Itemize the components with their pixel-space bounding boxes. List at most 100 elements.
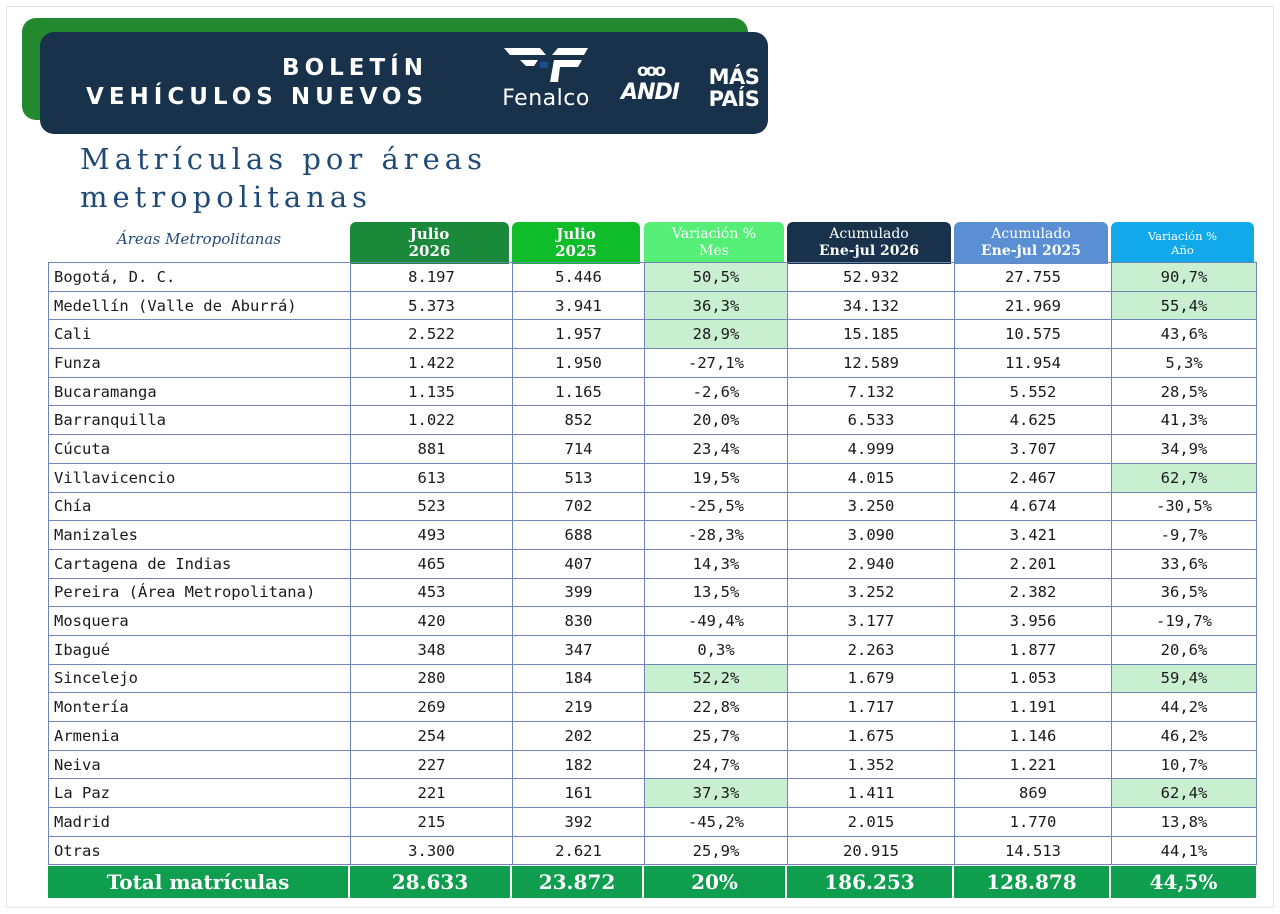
variacion-mes-cell: 0,3%: [644, 634, 788, 665]
area-name-cell: Madrid: [48, 807, 351, 837]
acumulado-2025-cell: 10.575: [954, 319, 1112, 350]
table-body: Bogotá, D. C. 8.197 5.446 50,5% 52.932 27.755…: [48, 262, 1257, 866]
julio-2026-cell: 1.422: [350, 348, 513, 378]
julio-2025-cell: 399: [512, 577, 645, 608]
julio-2026-cell: 227: [350, 749, 513, 780]
area-name-cell: Pereira (Área Metropolitana): [48, 577, 351, 608]
table-row: Mosquera 420 830 -49,4% 3.177 3.956 -19,7%: [48, 606, 1257, 636]
total-jul25: 23.872: [512, 866, 644, 898]
variacion-mes-cell: 36,3%: [644, 290, 788, 321]
variacion-mes-cell: 25,9%: [644, 835, 788, 866]
table-row: Bogotá, D. C. 8.197 5.446 50,5% 52.932 27.755…: [48, 262, 1257, 292]
variacion-ano-cell: 13,8%: [1111, 807, 1257, 837]
area-name-cell: Funza: [48, 348, 351, 378]
area-name-cell: Mosquera: [48, 606, 351, 636]
registrations-table: Bogotá, D. C. 8.197 5.446 50,5% 52.932 27.755…: [48, 262, 1257, 866]
julio-2025-cell: 688: [512, 520, 645, 550]
julio-2025-cell: 702: [512, 491, 645, 522]
julio-2025-cell: 161: [512, 778, 645, 809]
bulletin-title-line1: BOLETÍN: [282, 55, 428, 81]
fenalco-wordmark: Fenalco: [502, 86, 590, 111]
variacion-ano-cell: 55,4%: [1111, 290, 1257, 321]
acumulado-2025-cell: 14.513: [954, 835, 1112, 866]
variacion-mes-cell: 13,5%: [644, 577, 788, 608]
julio-2026-cell: 465: [350, 548, 513, 579]
acumulado-2026-cell: 2.263: [787, 634, 955, 665]
acumulado-2025-cell: 4.625: [954, 405, 1112, 436]
total-acum25: 128.878: [954, 866, 1111, 898]
area-name-cell: Bogotá, D. C.: [48, 262, 351, 292]
julio-2026-cell: 269: [350, 692, 513, 722]
bulletin-title: BOLETÍN VEHÍCULOS NUEVOS: [86, 54, 428, 112]
header-banner: BOLETÍN VEHÍCULOS NUEVOS Fenalco ooo AND…: [40, 32, 768, 134]
julio-2026-cell: 881: [350, 434, 513, 464]
col-header-variacion-ano: Variación % Año: [1111, 222, 1254, 264]
acumulado-2026-cell: 52.932: [787, 262, 955, 292]
col-header-line2: Mes: [699, 243, 729, 259]
acumulado-2025-cell: 2.201: [954, 548, 1112, 579]
acumulado-2025-cell: 5.552: [954, 376, 1112, 407]
variacion-mes-cell: -45,2%: [644, 807, 788, 837]
acumulado-2026-cell: 2.015: [787, 807, 955, 837]
julio-2026-cell: 1.022: [350, 405, 513, 436]
table-row: Funza 1.422 1.950 -27,1% 12.589 11.954 5,3%: [48, 348, 1257, 378]
julio-2026-cell: 280: [350, 663, 513, 694]
col-header-julio-2025: Julio 2025: [512, 222, 640, 264]
col-header-julio-2026: Julio 2026: [350, 222, 509, 264]
julio-2025-cell: 1.950: [512, 348, 645, 378]
area-name-cell: Cúcuta: [48, 434, 351, 464]
acumulado-2026-cell: 12.589: [787, 348, 955, 378]
variacion-ano-cell: 20,6%: [1111, 634, 1257, 665]
julio-2026-cell: 215: [350, 807, 513, 837]
col-header-line1: Variación %: [671, 226, 757, 242]
table-row: Bucaramanga 1.135 1.165 -2,6% 7.132 5.552 28,5…: [48, 376, 1257, 407]
row-header-label: Áreas Metropolitanas: [116, 230, 282, 248]
julio-2025-cell: 184: [512, 663, 645, 694]
acumulado-2026-cell: 34.132: [787, 290, 955, 321]
acumulado-2025-cell: 3.956: [954, 606, 1112, 636]
acumulado-2025-cell: 869: [954, 778, 1112, 809]
table-row: Neiva 227 182 24,7% 1.352 1.221 10,7%: [48, 749, 1257, 780]
table-row: Manizales 493 688 -28,3% 3.090 3.421 -9,7%: [48, 520, 1257, 550]
variacion-ano-cell: 62,4%: [1111, 778, 1257, 809]
acumulado-2025-cell: 27.755: [954, 262, 1112, 292]
fenalco-logo: Fenalco: [496, 44, 596, 128]
acumulado-2026-cell: 4.015: [787, 462, 955, 493]
julio-2026-cell: 3.300: [350, 835, 513, 866]
col-header-line1: Variación %: [1147, 229, 1218, 243]
variacion-mes-cell: 14,3%: [644, 548, 788, 579]
acumulado-2025-cell: 1.221: [954, 749, 1112, 780]
col-header-acumulado-2025: Acumulado Ene-jul 2025: [954, 222, 1108, 264]
acumulado-2026-cell: 1.411: [787, 778, 955, 809]
table-row: Madrid 215 392 -45,2% 2.015 1.770 13,8%: [48, 807, 1257, 837]
variacion-mes-cell: 50,5%: [644, 262, 788, 292]
area-name-cell: Otras: [48, 835, 351, 866]
table-row: Medellín (Valle de Aburrá) 5.373 3.941 36,3…: [48, 290, 1257, 321]
table-row: Villavicencio 613 513 19,5% 4.015 2.467 62,7%: [48, 462, 1257, 493]
total-row: Total matrículas 28.633 23.872 20% 186.2…: [48, 866, 1256, 898]
variacion-mes-cell: -49,4%: [644, 606, 788, 636]
julio-2026-cell: 5.373: [350, 290, 513, 321]
table-row: Barranquilla 1.022 852 20,0% 6.533 4.625 41,3%: [48, 405, 1257, 436]
col-header-line1: Julio: [556, 225, 596, 243]
variacion-ano-cell: 43,6%: [1111, 319, 1257, 350]
acumulado-2026-cell: 3.177: [787, 606, 955, 636]
acumulado-2026-cell: 3.090: [787, 520, 955, 550]
acumulado-2026-cell: 1.717: [787, 692, 955, 722]
acumulado-2025-cell: 2.467: [954, 462, 1112, 493]
julio-2025-cell: 407: [512, 548, 645, 579]
total-jul26: 28.633: [350, 866, 512, 898]
julio-2026-cell: 613: [350, 462, 513, 493]
acumulado-2026-cell: 1.675: [787, 721, 955, 751]
variacion-mes-cell: 23,4%: [644, 434, 788, 464]
variacion-mes-cell: -25,5%: [644, 491, 788, 522]
area-name-cell: La Paz: [48, 778, 351, 809]
total-var-ano: 44,5%: [1111, 866, 1256, 898]
variacion-ano-cell: 34,9%: [1111, 434, 1257, 464]
area-name-cell: Sincelejo: [48, 663, 351, 694]
col-header-line2: Ene-jul 2026: [819, 243, 919, 259]
col-header-line1: Acumulado: [829, 226, 909, 242]
acumulado-2026-cell: 3.252: [787, 577, 955, 608]
julio-2025-cell: 2.621: [512, 835, 645, 866]
table-row: Chía 523 702 -25,5% 3.250 4.674 -30,5%: [48, 491, 1257, 522]
